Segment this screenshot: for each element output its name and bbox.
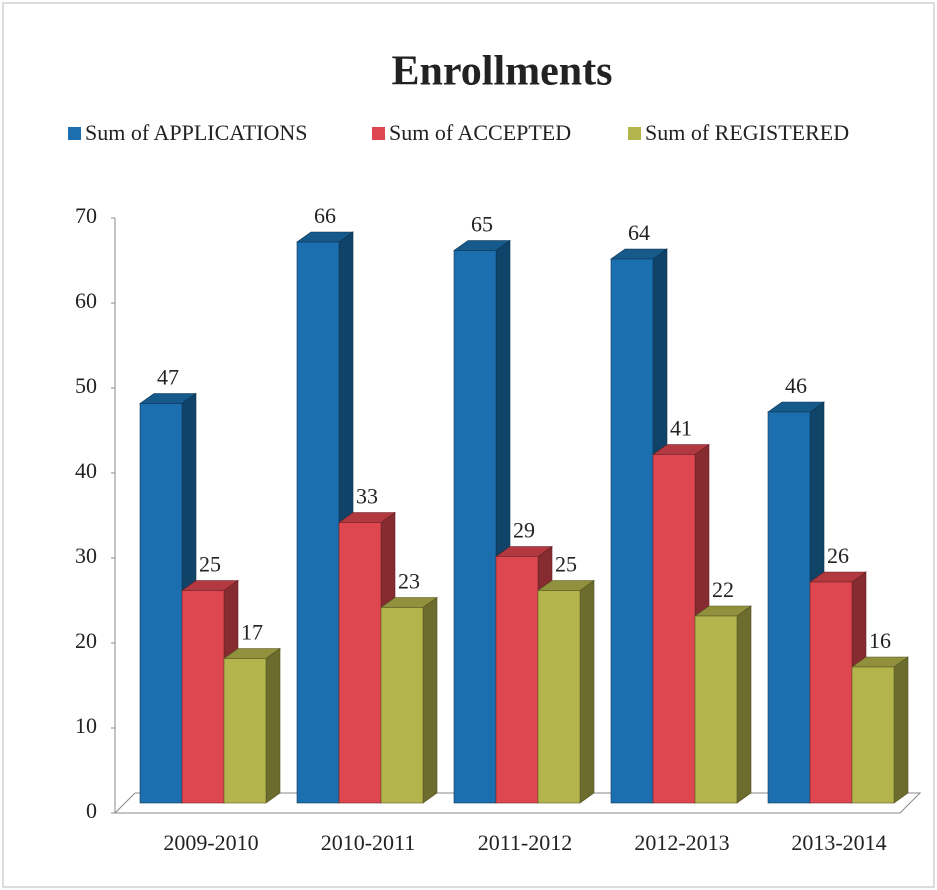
data-label: 47: [157, 365, 179, 390]
data-label: 46: [785, 373, 807, 398]
data-label: 16: [869, 628, 891, 653]
legend-label: Sum of REGISTERED: [645, 120, 849, 145]
y-tick-label: 60: [75, 288, 97, 313]
y-tick-label: 20: [75, 628, 97, 653]
bar-side: [265, 647, 281, 804]
bar-side: [736, 605, 752, 804]
legend-swatch: [68, 127, 81, 140]
x-tick-label: 2010-2011: [321, 830, 416, 855]
x-tick-label: 2009-2010: [163, 830, 258, 855]
legend-label: Sum of ACCEPTED: [389, 120, 571, 145]
bar: [767, 411, 811, 804]
y-tick-label: 40: [75, 458, 97, 483]
bar: [694, 615, 738, 804]
data-label: 33: [356, 484, 378, 509]
data-label: 17: [241, 620, 263, 645]
data-label: 25: [555, 552, 577, 577]
bar-side: [422, 596, 438, 804]
x-tick-label: 2011-2012: [478, 830, 573, 855]
y-tick-label: 70: [75, 203, 97, 228]
x-tick-label: 2013-2014: [791, 830, 886, 855]
legend-label: Sum of APPLICATIONS: [85, 120, 307, 145]
x-tick-label: 2012-2013: [634, 830, 729, 855]
bar: [652, 454, 696, 804]
bar: [139, 403, 183, 804]
bar-side: [579, 579, 595, 804]
legend-swatch: [372, 127, 385, 140]
data-label: 29: [513, 518, 535, 543]
chart-title: Enrollments: [392, 49, 613, 95]
legend-swatch: [628, 127, 641, 140]
y-tick-label: 30: [75, 543, 97, 568]
bar: [181, 590, 225, 804]
bar: [338, 522, 382, 804]
bar: [453, 250, 497, 804]
bar: [380, 607, 424, 804]
bar: [537, 590, 581, 804]
y-tick-label: 50: [75, 373, 97, 398]
bar: [296, 241, 340, 804]
y-tick-label: 10: [75, 713, 97, 738]
data-label: 65: [471, 212, 493, 237]
data-label: 41: [670, 416, 692, 441]
bar: [223, 658, 267, 804]
bar-side: [893, 656, 909, 804]
data-label: 25: [199, 552, 221, 577]
bar: [851, 666, 895, 804]
data-label: 66: [314, 203, 336, 228]
bar: [610, 258, 654, 804]
data-label: 26: [827, 543, 849, 568]
bar: [809, 581, 853, 804]
bar: [495, 556, 539, 804]
data-label: 22: [712, 577, 734, 602]
y-tick-label: 0: [86, 798, 97, 823]
data-label: 23: [398, 569, 420, 594]
data-label: 64: [628, 220, 650, 245]
